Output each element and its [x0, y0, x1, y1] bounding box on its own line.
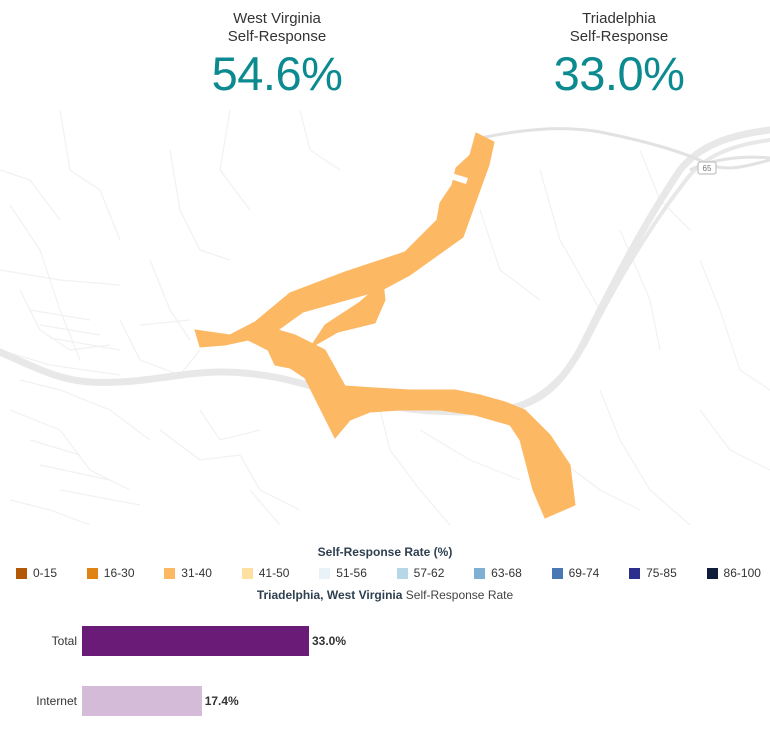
- legend-swatch: [241, 567, 253, 579]
- place-stat: Triadelphia Self-Response 33.0%: [519, 10, 719, 99]
- secondary-road: [479, 127, 770, 172]
- place-stat-label: Self-Response: [569, 28, 669, 45]
- legend-swatch: [319, 567, 331, 579]
- legend-label: 0-15: [33, 566, 58, 580]
- legend-item: 51-56: [319, 566, 367, 580]
- legend-swatch: [474, 567, 486, 579]
- legend-swatch: [629, 567, 641, 579]
- svg-text:65: 65: [703, 164, 712, 173]
- bar-chart-place: Triadelphia, West Virginia: [256, 588, 403, 602]
- local-streets: [0, 110, 770, 525]
- legend: 0-15 16-30 31-40 41-50 51-56 57-62 63-68…: [16, 566, 761, 580]
- legend-label: 51-56: [336, 566, 367, 580]
- legend-item: 57-62: [396, 566, 445, 580]
- legend-label: 86-100: [723, 566, 761, 580]
- bar-label: Internet: [36, 694, 77, 708]
- state-stat: West Virginia Self-Response 54.6%: [177, 10, 377, 99]
- place-boundary-triadelphia[interactable]: [194, 132, 576, 519]
- bar-total[interactable]: [82, 626, 309, 656]
- bar-chart-title-rest: Self-Response Rate: [402, 588, 514, 602]
- bar-internet[interactable]: [82, 686, 202, 716]
- bar-row-internet: Internet 17.4%: [0, 686, 770, 716]
- legend-label: 16-30: [103, 566, 135, 580]
- bar-chart-title: Triadelphia, West Virginia Self-Response…: [0, 588, 770, 602]
- legend-label: 31-40: [181, 566, 212, 580]
- legend-swatch: [551, 567, 563, 579]
- legend-item: 16-30: [86, 566, 135, 580]
- legend-swatch: [706, 567, 718, 579]
- legend-label: 75-85: [646, 566, 677, 580]
- legend-swatch: [16, 567, 27, 579]
- legend-item: 75-85: [629, 566, 677, 580]
- legend-label: 41-50: [258, 566, 290, 580]
- legend-swatch: [396, 567, 408, 579]
- legend-item: 86-100: [706, 566, 761, 580]
- bar-value: 17.4%: [204, 694, 239, 708]
- legend-label: 57-62: [413, 566, 445, 580]
- place-name: Triadelphia: [582, 10, 656, 27]
- state-name: West Virginia: [233, 10, 321, 27]
- legend-item: 0-15: [16, 566, 57, 580]
- legend-label: 63-68: [491, 566, 522, 580]
- legend-item: 31-40: [164, 566, 212, 580]
- legend-swatch: [86, 567, 98, 579]
- bar-row-total: Total 33.0%: [0, 626, 770, 656]
- legend-item: 69-74: [551, 566, 600, 580]
- legend-label: 69-74: [568, 566, 600, 580]
- legend-item: 41-50: [241, 566, 290, 580]
- interstate-highway: [0, 126, 770, 416]
- state-stat-label: Self-Response: [227, 28, 327, 45]
- state-stat-value: 54.6%: [211, 47, 343, 100]
- highway-shield: 65: [697, 161, 717, 175]
- map[interactable]: 65: [0, 110, 770, 525]
- bar-value: 33.0%: [312, 634, 347, 648]
- legend-swatch: [164, 567, 176, 579]
- bar-label: Total: [51, 634, 77, 648]
- legend-title: Self-Response Rate (%): [317, 545, 453, 559]
- legend-item: 63-68: [474, 566, 522, 580]
- place-stat-value: 33.0%: [553, 47, 685, 100]
